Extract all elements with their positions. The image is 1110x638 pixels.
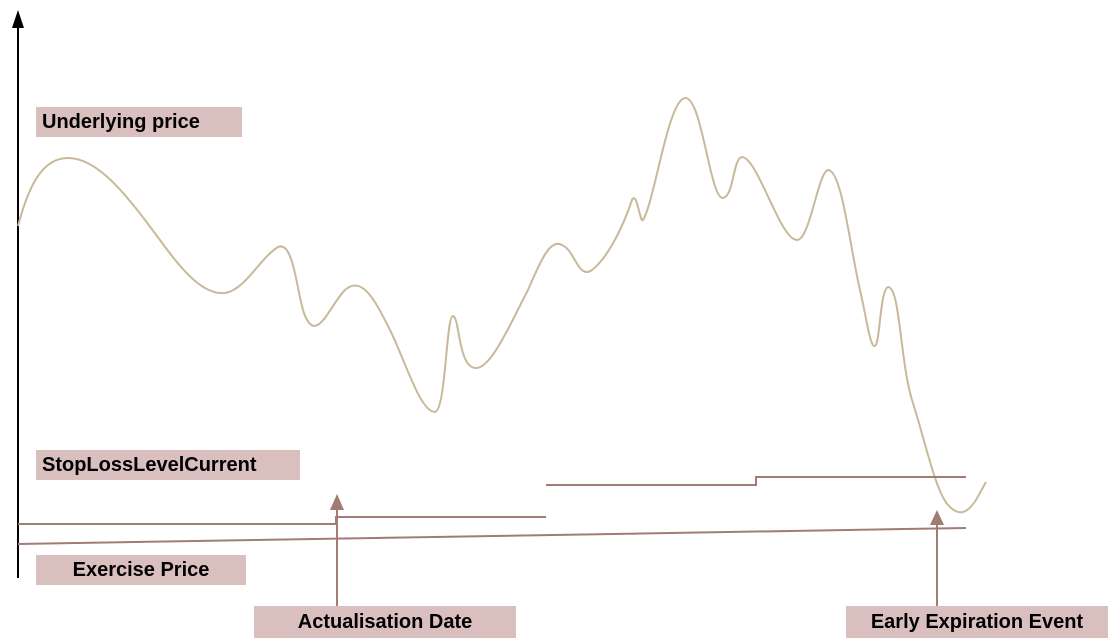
actualisation-date-arrowhead <box>330 494 344 510</box>
early-expiration-arrowhead <box>930 510 944 525</box>
underlying-price-curve <box>17 97 987 514</box>
y-axis-arrowhead <box>12 10 24 28</box>
actualisation-date-label: Actualisation Date <box>254 606 516 638</box>
stop-loss-level-label: StopLossLevelCurrent <box>36 450 300 480</box>
underlying-price-label: Underlying price <box>36 107 242 137</box>
exercise-price-line <box>17 527 967 545</box>
stop-loss-step-line-upper <box>546 476 966 486</box>
stop-loss-step-line <box>18 516 546 525</box>
exercise-price-label: Exercise Price <box>36 555 246 585</box>
early-expiration-event-label: Early Expiration Event <box>846 606 1108 638</box>
